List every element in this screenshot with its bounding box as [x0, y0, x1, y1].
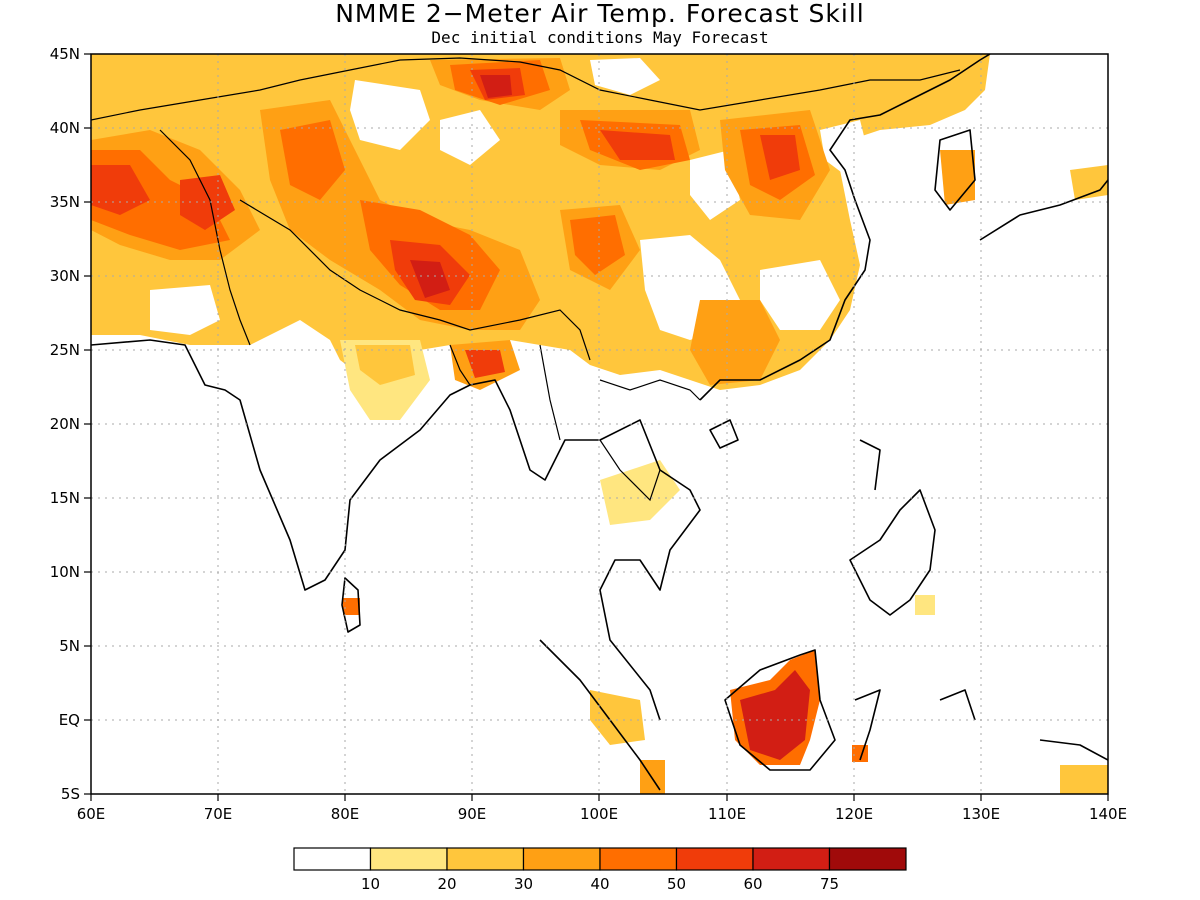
colorbar: 10 20 30 40 50 60 75 — [293, 847, 907, 893]
y-tick-label: 10N — [50, 563, 80, 581]
x-tick-label: 140E — [1089, 805, 1127, 823]
colorbar-label: 50 — [667, 875, 686, 893]
y-tick-label: 35N — [50, 193, 80, 211]
y-tick-label: 30N — [50, 267, 80, 285]
gridlines — [91, 54, 1108, 794]
colorbar-label: 60 — [743, 875, 762, 893]
colorbar-label: 30 — [514, 875, 533, 893]
y-tick-label: 40N — [50, 119, 80, 137]
country-borders — [91, 57, 961, 502]
x-tick-label: 110E — [708, 805, 746, 823]
colorbar-label: 40 — [590, 875, 609, 893]
colorbar-swatch — [293, 847, 372, 871]
x-tick-label: 90E — [458, 805, 487, 823]
x-tick-label: 120E — [835, 805, 873, 823]
colorbar-label: 10 — [361, 875, 380, 893]
y-tick-label: 5S — [61, 785, 80, 803]
x-axis-labels: 60E 70E 80E 90E 100E 110E 120E 130E 140E — [77, 805, 1127, 823]
y-tick-label: 15N — [50, 489, 80, 507]
y-tick-label: 45N — [50, 45, 80, 63]
y-tick-label: EQ — [59, 711, 80, 729]
x-tick-label: 80E — [331, 805, 360, 823]
map-title: NMME 2−Meter Air Temp. Forecast Skill — [335, 0, 865, 28]
map-subtitle: Dec initial conditions May Forecast — [431, 28, 769, 47]
colorbar-label: 20 — [437, 875, 456, 893]
colorbar-swatch — [752, 847, 831, 871]
y-tick-label: 5N — [59, 637, 80, 655]
colorbar-swatch — [599, 847, 678, 871]
skill-shading — [91, 54, 1108, 794]
y-tick-label: 25N — [50, 341, 80, 359]
colorbar-swatch — [446, 847, 525, 871]
x-tick-label: 70E — [204, 805, 233, 823]
colorbar-swatch — [675, 847, 754, 871]
y-axis-labels: 45N 40N 35N 30N 25N 20N 15N 10N 5N EQ 5S — [50, 45, 80, 803]
x-tick-label: 60E — [77, 805, 106, 823]
colorbar-swatch — [522, 847, 601, 871]
colorbar-label: 75 — [820, 875, 839, 893]
x-tick-label: 130E — [962, 805, 1000, 823]
colorbar-swatch — [828, 847, 907, 871]
colorbar-swatch — [369, 847, 448, 871]
tick-marks — [84, 53, 1109, 801]
x-tick-label: 100E — [580, 805, 618, 823]
y-tick-label: 20N — [50, 415, 80, 433]
